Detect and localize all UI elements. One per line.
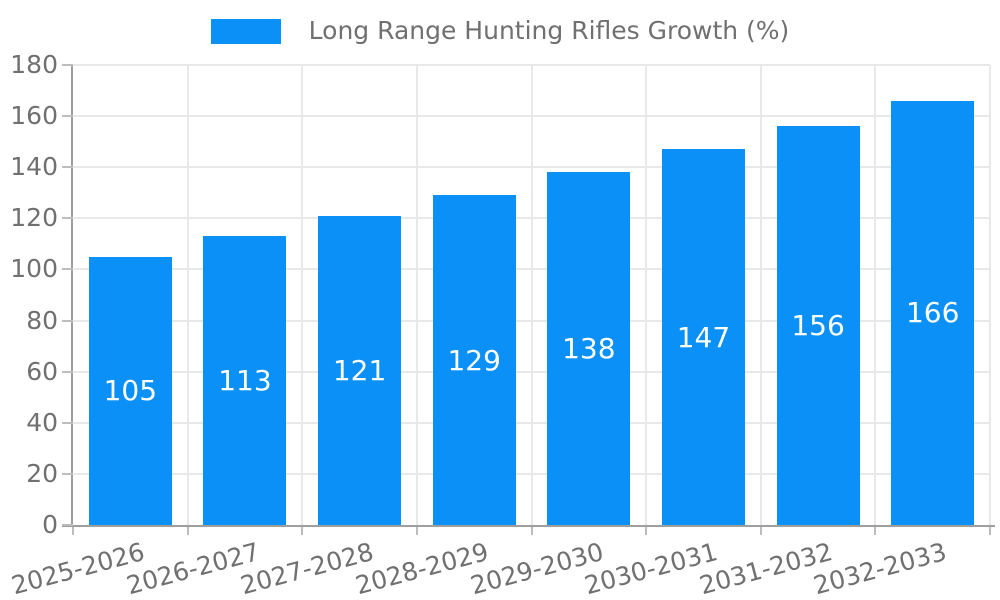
- bar-value-label: 129: [447, 343, 501, 377]
- grid-line-vertical: [530, 65, 533, 525]
- y-axis-tick-label: 180: [10, 50, 58, 79]
- x-axis-line: [62, 525, 995, 527]
- legend-swatch: [210, 18, 281, 44]
- y-axis-tick-label: 20: [26, 458, 58, 488]
- x-axis-tick: [759, 527, 762, 535]
- bar: 156: [776, 126, 860, 525]
- y-axis-tick-label: 80: [26, 305, 58, 335]
- bar: 138: [547, 172, 631, 525]
- y-axis-tick-label: 100: [10, 254, 58, 284]
- y-axis-tick: [62, 64, 73, 66]
- y-axis-tick: [62, 166, 73, 169]
- bar: 113: [203, 236, 287, 525]
- y-axis-tick-label: 0: [42, 510, 58, 539]
- legend-label: Long Range Hunting Rifles Growth (%): [308, 16, 790, 45]
- bar: 147: [661, 149, 745, 525]
- y-axis-tick-label: 40: [26, 407, 58, 437]
- y-axis-line: [71, 65, 73, 526]
- y-axis-tick: [62, 268, 73, 271]
- y-axis-tick: [62, 524, 73, 526]
- y-axis-tick-label: 160: [10, 101, 58, 131]
- y-axis-tick-label: 120: [10, 203, 58, 233]
- bar-value-label: 105: [103, 374, 158, 408]
- y-axis-tick: [62, 472, 73, 475]
- plot-area: 105 113 121 129 138 147 156 166: [73, 64, 991, 525]
- x-axis-tick: [72, 527, 74, 535]
- x-axis-tick: [301, 527, 304, 535]
- y-axis-tick: [62, 370, 73, 373]
- grid-line-vertical: [186, 65, 189, 525]
- bar-value-label: 121: [332, 353, 387, 387]
- bar-value-label: 113: [218, 364, 272, 398]
- bar-value-label: 166: [905, 296, 960, 330]
- bar: 105: [88, 256, 172, 525]
- bar: 166: [891, 100, 975, 525]
- bar: 121: [318, 215, 402, 525]
- x-axis-tick: [186, 527, 189, 535]
- y-axis-tick: [62, 217, 73, 220]
- legend: Long Range Hunting Rifles Growth (%): [0, 16, 1000, 46]
- x-axis-tick: [645, 527, 648, 535]
- grid-line-vertical: [645, 65, 648, 525]
- bar: 129: [432, 195, 516, 525]
- grid-line-vertical: [301, 65, 304, 525]
- y-axis-tick: [62, 319, 73, 322]
- grid-line-vertical: [759, 65, 762, 525]
- y-axis-tick: [62, 115, 73, 118]
- y-axis-tick-label: 60: [26, 356, 58, 386]
- bar-value-label: 147: [676, 320, 731, 354]
- bar-value-label: 138: [562, 332, 616, 366]
- x-axis-label-anchor: 2032-2033: [806, 537, 950, 600]
- x-axis-tick-label: 2032-2033: [810, 537, 950, 600]
- grid-line-vertical: [989, 65, 991, 525]
- bar-value-label: 156: [791, 309, 845, 343]
- y-axis-tick-label: 140: [10, 152, 58, 182]
- y-axis-tick: [62, 421, 73, 424]
- grid-line-vertical: [874, 65, 877, 525]
- grid-line-vertical: [415, 65, 418, 525]
- x-axis-tick: [530, 527, 533, 535]
- x-axis-tick: [989, 527, 991, 535]
- x-axis-tick: [415, 527, 418, 535]
- x-axis-tick: [874, 527, 877, 535]
